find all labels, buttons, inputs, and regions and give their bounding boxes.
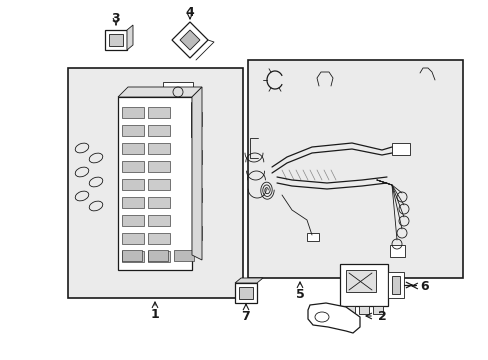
Bar xyxy=(122,215,143,226)
Bar xyxy=(247,60,462,278)
Bar xyxy=(148,197,170,208)
Bar xyxy=(148,179,170,190)
Bar xyxy=(389,245,404,257)
Bar xyxy=(148,251,170,262)
Polygon shape xyxy=(235,278,263,283)
Text: 6: 6 xyxy=(420,279,428,292)
Bar xyxy=(163,82,193,102)
Bar xyxy=(346,270,375,292)
Polygon shape xyxy=(127,25,133,50)
Bar xyxy=(192,150,202,164)
Bar xyxy=(122,197,143,208)
Text: 4: 4 xyxy=(185,5,194,18)
Bar xyxy=(122,161,143,172)
Bar xyxy=(122,143,143,154)
Bar xyxy=(387,272,403,298)
Bar xyxy=(391,276,399,294)
Bar xyxy=(122,233,143,244)
Bar xyxy=(109,34,123,46)
Polygon shape xyxy=(307,303,359,333)
Bar xyxy=(148,161,170,172)
Bar xyxy=(174,250,194,261)
Bar xyxy=(345,306,354,314)
Polygon shape xyxy=(180,30,200,50)
Bar xyxy=(148,233,170,244)
Bar xyxy=(68,68,243,298)
Bar xyxy=(122,125,143,136)
Text: 7: 7 xyxy=(241,310,250,323)
Bar xyxy=(148,125,170,136)
Bar xyxy=(192,112,202,126)
Text: 2: 2 xyxy=(377,310,386,323)
Bar xyxy=(192,226,202,240)
Bar xyxy=(239,287,252,299)
Bar xyxy=(306,233,318,241)
Polygon shape xyxy=(118,87,202,97)
Bar xyxy=(105,30,127,50)
Bar xyxy=(122,250,142,261)
Bar xyxy=(148,143,170,154)
Bar xyxy=(358,306,368,314)
Bar xyxy=(372,306,382,314)
Text: 3: 3 xyxy=(111,12,120,24)
Bar xyxy=(148,215,170,226)
Bar xyxy=(391,143,409,155)
Bar xyxy=(235,283,257,303)
Polygon shape xyxy=(192,87,202,260)
Bar xyxy=(339,264,387,306)
Bar xyxy=(122,251,143,262)
Polygon shape xyxy=(172,22,207,58)
Text: 5: 5 xyxy=(295,288,304,302)
Bar xyxy=(148,107,170,118)
Bar xyxy=(122,179,143,190)
Text: 1: 1 xyxy=(150,309,159,321)
Bar xyxy=(118,97,192,270)
Bar xyxy=(148,250,168,261)
Bar xyxy=(192,188,202,202)
Bar xyxy=(122,107,143,118)
